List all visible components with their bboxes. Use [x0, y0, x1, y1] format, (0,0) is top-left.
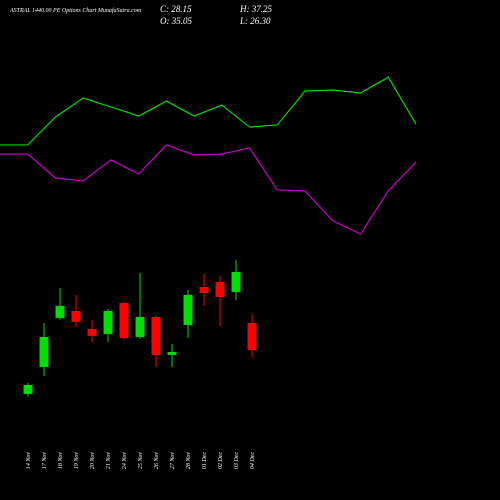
candle-body: [39, 336, 49, 367]
x-tick-label: 01 Dec: [202, 452, 208, 469]
candle-body: [135, 316, 145, 337]
x-tick-label: 27 Nov: [170, 452, 176, 470]
x-tick-label: 03 Dec: [234, 452, 240, 469]
candle-body: [151, 316, 161, 355]
candle-body: [119, 302, 129, 338]
x-tick-label: 28 Nov: [186, 452, 192, 470]
x-tick-label: 25 Nov: [138, 452, 144, 470]
x-tick-label: 14 Nov: [25, 452, 32, 470]
x-tick-label: 04 Dec: [249, 452, 256, 469]
candle-body: [231, 271, 241, 292]
x-tick-label: 19 Nov: [74, 452, 80, 470]
candle-body: [87, 328, 97, 336]
indicator-line: [0, 144, 417, 235]
candle-body: [103, 310, 113, 334]
x-tick-label: 21 Nov: [106, 452, 112, 470]
candle-body: [215, 281, 225, 297]
open-label: O: 35.05: [160, 16, 192, 26]
high-label: H: 37.25: [239, 4, 272, 14]
candle-body: [23, 384, 33, 394]
candle-body: [183, 294, 193, 325]
x-tick-label: 24 Nov: [121, 452, 128, 470]
candle-body: [71, 310, 81, 322]
candle-body: [55, 305, 65, 318]
candle-body: [199, 286, 209, 293]
x-tick-label: 17 Nov: [42, 452, 48, 470]
low-label: L: 26.30: [239, 16, 271, 26]
x-tick-label: 26 Nov: [154, 452, 160, 470]
x-tick-label: 02 Dec: [218, 452, 224, 469]
chart-title: ASTRAL 1440.00 PE Options Chart MunafaSu…: [9, 7, 142, 14]
candle-body: [167, 351, 177, 355]
candle-body: [247, 322, 257, 350]
indicator-line: [0, 76, 417, 146]
close-label: C: 28.15: [160, 4, 192, 14]
x-tick-label: 18 Nov: [58, 452, 64, 470]
x-tick-label: 20 Nov: [90, 452, 96, 470]
